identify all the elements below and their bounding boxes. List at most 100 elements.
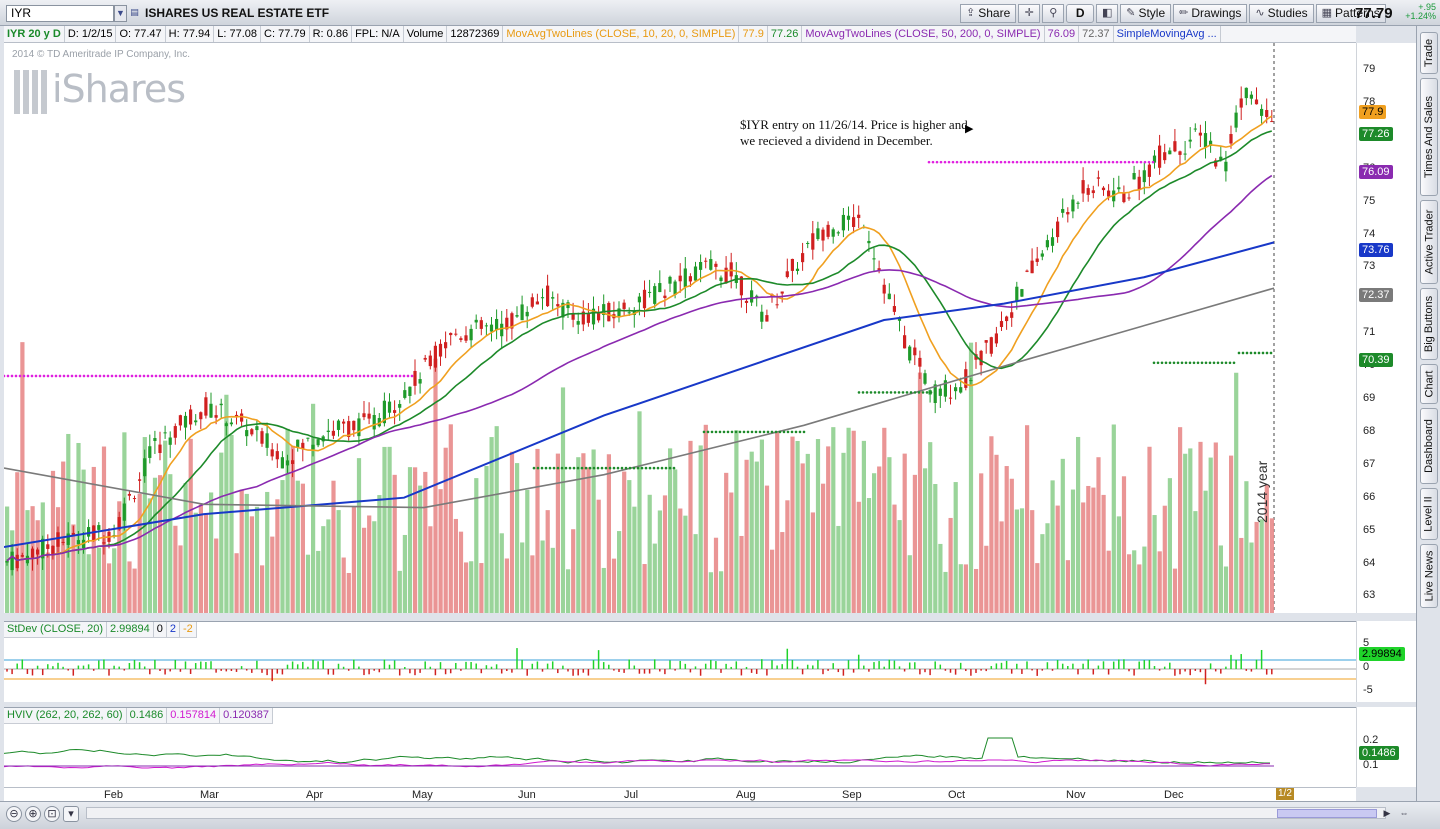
symbol-description: ISHARES US REAL ESTATE ETF xyxy=(145,6,330,20)
side-tab[interactable]: Level II xyxy=(1420,488,1438,540)
hviv-third-value: 0.120387 xyxy=(220,708,274,723)
bar-date: D: 1/2/15 xyxy=(65,26,117,42)
side-tab-label: Times And Sales xyxy=(1423,95,1436,179)
zoom-in-button[interactable]: ⊕ xyxy=(25,806,41,822)
ma20-value: 77.26 xyxy=(768,26,803,42)
sma-label[interactable]: SimpleMovingAvg ... xyxy=(1114,26,1221,42)
price-axis-label: 66 xyxy=(1363,490,1376,503)
hviv-tag: 0.1486 xyxy=(1359,746,1399,760)
hviv-panel[interactable]: HVIV (262, 20, 262, 60) 0.1486 0.157814 … xyxy=(4,707,1356,787)
bottom-bar: ⊖ ⊕ ⊡ ▾ ◀ ▶ ⇔ xyxy=(0,801,1440,829)
side-tab[interactable]: Dashboard xyxy=(1420,408,1438,484)
volume-bars xyxy=(5,342,1274,613)
stdev-label[interactable]: StDev (CLOSE, 20) xyxy=(4,622,107,637)
side-tab[interactable]: Times And Sales xyxy=(1420,78,1438,196)
symbol-link-icon[interactable]: ▤ xyxy=(130,7,139,17)
expand-button[interactable]: ◧ xyxy=(1096,4,1119,23)
ishares-logo: iShares xyxy=(14,67,186,114)
price-axis-label: 75 xyxy=(1363,194,1376,207)
time-scrollbar[interactable] xyxy=(86,807,1386,819)
time-axis-label: Dec xyxy=(1164,789,1184,801)
hviv-axis-01: 0.1 xyxy=(1363,759,1379,771)
price-axis-label: 73 xyxy=(1363,260,1376,273)
stdev-panel[interactable]: StDev (CLOSE, 20) 2.99894 0 2 -2 xyxy=(4,621,1356,702)
time-axis[interactable]: Feb Mar Apr May Jun Jul Aug Sep Oct Nov Dec xyxy=(4,787,1356,801)
aggregation-button[interactable]: D xyxy=(1066,4,1095,23)
ma-short-label[interactable]: MovAvgTwoLines (CLOSE, 10, 20, 0, SIMPLE… xyxy=(503,26,740,42)
zoom-out-button[interactable]: ⊖ xyxy=(6,806,22,822)
side-tab-label: Chart xyxy=(1423,370,1435,398)
patterns-button[interactable]: ▦ Patterns xyxy=(1315,4,1386,23)
side-tab[interactable]: Live News xyxy=(1420,544,1438,608)
price-axis-label: 74 xyxy=(1363,227,1376,240)
price-chart-canvas[interactable] xyxy=(4,43,1356,613)
ishares-logo-icon xyxy=(14,69,50,114)
price-axis-label: 69 xyxy=(1363,392,1376,404)
zoom-box-button[interactable]: ⊡ xyxy=(44,806,60,822)
bar-high: H: 77.94 xyxy=(166,26,215,42)
current-date-tag: 1/2 xyxy=(1276,788,1294,800)
side-tab-label: Live News xyxy=(1423,550,1435,602)
ma10-value: 77.9 xyxy=(739,26,768,42)
trade-note[interactable]: $IYR entry on 11/26/14. Price is higher … xyxy=(740,117,968,148)
symbol-input[interactable]: IYR xyxy=(6,5,114,22)
side-tab[interactable]: Trade xyxy=(1420,32,1438,74)
side-tab-label: Active Trader xyxy=(1423,209,1435,275)
stdev-upper: 2 xyxy=(167,622,180,637)
studies-button[interactable]: ∿ Studies xyxy=(1249,4,1314,23)
link-button[interactable]: ⚲ xyxy=(1042,4,1065,23)
price-tag: 70.39 xyxy=(1359,353,1393,367)
price-axis-label: 65 xyxy=(1363,523,1376,536)
stdev-canvas xyxy=(4,648,1356,685)
volume-label[interactable]: Volume xyxy=(404,26,448,42)
price-axis-label: 63 xyxy=(1363,589,1376,602)
share-button[interactable]: ⇪ Share xyxy=(960,4,1017,23)
price-chart[interactable]: 2014 © TD Ameritrade IP Company, Inc. iS… xyxy=(4,43,1356,613)
candles xyxy=(5,86,1274,576)
price-tag: 76.09 xyxy=(1359,165,1393,179)
zoom-menu-button[interactable]: ▾ xyxy=(63,806,79,822)
year-marker-label: 2014 year xyxy=(1254,460,1270,523)
hviv-canvas xyxy=(4,737,1274,769)
stdev-axis: 5 0 -5 2.99894 xyxy=(1356,621,1416,702)
hviv-label[interactable]: HVIV (262, 20, 262, 60) xyxy=(4,708,127,723)
ma200-value: 72.37 xyxy=(1079,26,1114,42)
scrollbar-thumb[interactable] xyxy=(1277,809,1377,818)
price-axis-label: 79 xyxy=(1363,63,1376,75)
side-tab-label: Dashboard xyxy=(1423,419,1436,473)
price-axis-label: 67 xyxy=(1363,457,1376,470)
scroll-right-icon[interactable]: ▶ xyxy=(1383,808,1391,818)
crosshair-button[interactable]: ✛ xyxy=(1018,4,1041,23)
drawings-button[interactable]: ✏ Drawings xyxy=(1173,4,1248,23)
side-tab[interactable]: Chart xyxy=(1420,364,1438,404)
note-arrow-icon: ▶ xyxy=(965,123,974,135)
bar-low: L: 77.08 xyxy=(214,26,262,42)
bar-fpl: FPL: N/A xyxy=(352,26,404,42)
share-icon: ⇪ xyxy=(966,7,976,19)
style-button[interactable]: ✎ Style xyxy=(1120,4,1172,23)
toolbar-actions: ⇪ Share ✛ ⚲ D ◧ ✎ Style ✏ Drawings ∿ Studies… xyxy=(960,4,1386,23)
time-axis-label: Feb xyxy=(104,789,123,801)
expand-right-icon[interactable]: ⇔ xyxy=(1399,808,1409,818)
symbol-period[interactable]: IYR 20 y D xyxy=(4,26,65,42)
ma-long-label[interactable]: MovAvgTwoLines (CLOSE, 50, 200, 0, SIMPL… xyxy=(802,26,1045,42)
stdev-lower: -2 xyxy=(180,622,197,637)
time-axis-label: Oct xyxy=(948,789,966,801)
symbol-dropdown-icon[interactable]: ▼ xyxy=(114,5,127,22)
time-axis-label: May xyxy=(412,789,433,801)
price-axis[interactable]: 797877767574737271706968676665646377.977… xyxy=(1356,43,1416,613)
bar-open: O: 77.47 xyxy=(116,26,166,42)
time-axis-label: Nov xyxy=(1066,789,1086,801)
stdev-value: 2.99894 xyxy=(107,622,154,637)
price-tag: 73.76 xyxy=(1359,243,1393,257)
ma50-value: 76.09 xyxy=(1045,26,1080,42)
expand-icon: ◧ xyxy=(1102,7,1113,19)
studies-icon: ∿ xyxy=(1255,7,1265,19)
bar-close: C: 77.79 xyxy=(261,26,310,42)
ma200-line xyxy=(4,287,1275,509)
chart-toolbar: IYR ▼ ▤ ISHARES US REAL ESTATE ETF ⇪ Shar… xyxy=(0,0,1440,26)
side-tab[interactable]: Big Buttons xyxy=(1420,288,1438,360)
volume-value: 12872369 xyxy=(447,26,504,42)
price-tag: 77.9 xyxy=(1359,105,1387,119)
side-tab[interactable]: Active Trader xyxy=(1420,200,1438,284)
